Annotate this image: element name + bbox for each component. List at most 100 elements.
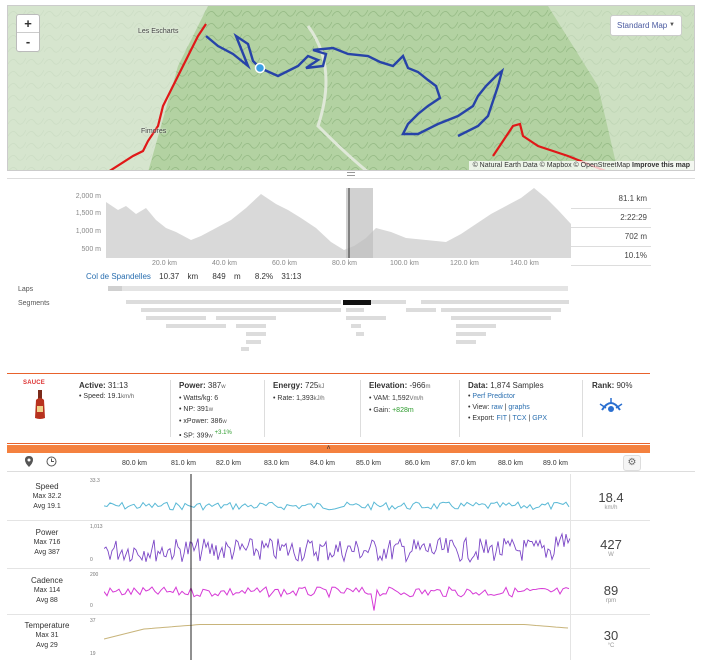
speed-label: Speed: [83, 393, 106, 400]
channel-name: Speed [35, 482, 59, 491]
channel-max: Max 716 [33, 539, 61, 546]
xpower-label: xPower: [183, 418, 209, 425]
segment-info: Col de Spandelles 10.37 km 849 m 8.2% 31… [86, 272, 307, 281]
elev-x-tick: 140.0 km [510, 260, 539, 267]
divider [264, 380, 265, 437]
power-value: 387 [207, 381, 222, 390]
export-tcx-link[interactable]: TCX [512, 415, 527, 422]
range-elevation: 702 m [571, 228, 651, 247]
range-distance: 81.1 km [571, 190, 651, 209]
segment-link[interactable]: Col de Spandelles [86, 272, 151, 281]
map-attribution: © Natural Earth Data © Mapbox © OpenStre… [468, 161, 694, 170]
lap-bar [108, 286, 568, 291]
divider [7, 178, 695, 179]
channel-traces[interactable] [104, 474, 571, 660]
active-stat: Active: 31:13 • Speed: 19.1km/h [79, 381, 135, 400]
timeline-x-tick: 84.0 km [310, 460, 335, 467]
channel-y-min: 0 [90, 557, 93, 563]
zoom-controls: + - [16, 14, 40, 52]
segment-gain: 849 [212, 272, 226, 281]
unit: Vm/h [409, 396, 424, 402]
route-map[interactable]: Les Escharts Fimores + - Standard Map ▼ … [7, 5, 695, 171]
segments-track[interactable] [106, 284, 571, 354]
divider [360, 380, 361, 437]
map-style-select[interactable]: Standard Map ▼ [610, 15, 682, 36]
position-marker [254, 62, 266, 74]
gear-icon[interactable]: ⚙ [623, 455, 641, 471]
channel-label-cadence: Cadence Max 114 Avg 88 [7, 576, 87, 606]
perf-predictor-link[interactable]: Perf Predictor [472, 393, 516, 400]
elev-y-tick: 2,000 m [75, 193, 101, 200]
speed-value: 19.1 [107, 393, 122, 400]
attribution-text: © Natural Earth Data © Mapbox © OpenStre… [472, 162, 631, 169]
timeline-header [7, 454, 695, 472]
elevation-value: -966 [409, 381, 426, 390]
current-unit: W [608, 552, 614, 558]
export-fit-link[interactable]: FIT [496, 415, 507, 422]
unit: kJ/h [313, 396, 325, 402]
data-value: 1,874 Samples [490, 381, 544, 390]
route-red-west [109, 23, 207, 170]
segment-distance: 10.37 [159, 272, 180, 281]
unit: w [222, 419, 227, 425]
selected-segment [343, 300, 371, 305]
timeline-x-tick: 86.0 km [405, 460, 430, 467]
channel-trace-temperature [104, 624, 569, 640]
route-segment [205, 32, 505, 138]
map-style-label: Standard Map [617, 21, 668, 30]
gain-label: Gain: [373, 407, 391, 414]
elevation-chart[interactable] [106, 188, 571, 258]
power-label: Power: [179, 381, 206, 390]
channel-y-max: 37 [90, 618, 96, 624]
wkg-label: Watts/kg: [183, 395, 213, 402]
xpower-value: 386 [210, 418, 223, 425]
zoom-out-button[interactable]: - [25, 34, 31, 49]
channel-avg: Avg 19.1 [33, 503, 61, 510]
clock-icon[interactable] [41, 456, 61, 470]
timeline-x-tick: 88.0 km [498, 460, 523, 467]
channel-avg: Avg 29 [36, 642, 58, 649]
unit: w [208, 407, 214, 413]
unit: km [187, 272, 199, 281]
current-value: 89 [603, 583, 619, 598]
elevation-stat: Elevation: -966m • VAM: 1,592Vm/h • Gain… [369, 381, 431, 414]
np-label: NP: [183, 406, 196, 413]
export-label: Export: [472, 415, 495, 422]
vam-label: VAM: [373, 395, 391, 402]
separator: | [508, 415, 511, 422]
divider [582, 380, 583, 437]
export-gpx-link[interactable]: GPX [532, 415, 548, 422]
current-value: 18.4 [598, 490, 624, 505]
stats-panel: SAUCE Active: 31:13 • Speed: 19.1km/h Po… [7, 373, 650, 444]
zoom-in-button[interactable]: + [17, 15, 39, 33]
improve-map-link[interactable]: Improve this map [632, 162, 690, 169]
channel-trace-cadence [104, 586, 570, 611]
divider [459, 380, 460, 437]
unit: kJ [318, 384, 325, 390]
separator: | [504, 404, 507, 411]
channel-y-max: 200 [90, 572, 99, 578]
view-graphs-link[interactable]: graphs [508, 404, 530, 411]
vam-value: 1,592 [391, 395, 410, 402]
elev-x-tick: 60.0 km [272, 260, 297, 267]
channel-name: Temperature [24, 621, 70, 630]
channel-label-speed: Speed Max 32.2 Avg 19.1 [7, 482, 87, 512]
channel-y-min: 19 [90, 651, 96, 657]
channel-y-min: 0 [90, 603, 93, 609]
channel-name: Cadence [30, 576, 64, 585]
active-value: 31:13 [107, 381, 128, 390]
power-stat: Power: 387w • Watts/kg: 6 • NP: 391w • x… [179, 381, 232, 440]
map-pin-icon[interactable] [19, 456, 39, 470]
segment-highlight [346, 188, 373, 258]
caret-down-icon: ▼ [669, 22, 675, 28]
view-raw-link[interactable]: raw [491, 404, 503, 411]
unit: m [233, 272, 241, 281]
energy-label: Energy: [273, 381, 303, 390]
panel-toggle-bar[interactable]: ˄ [7, 445, 650, 453]
map-resize-handle[interactable] [347, 172, 355, 176]
separator: | [528, 415, 531, 422]
channel-value-cadence: 89 rpm [571, 583, 651, 604]
timeline-x-tick: 87.0 km [451, 460, 476, 467]
laps-label: Laps [18, 286, 34, 293]
rank-stat: Rank: 90% [592, 380, 632, 420]
